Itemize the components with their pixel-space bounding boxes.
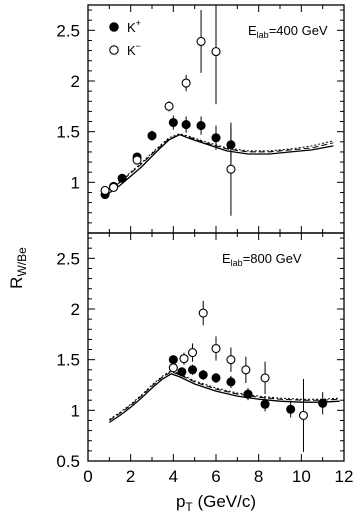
data-point-k-minus — [211, 343, 221, 354]
data-point-k-minus — [168, 363, 178, 373]
data-point-k-plus — [147, 131, 157, 141]
x-tick-label: 0 — [83, 467, 92, 486]
y-axis-title-sub: W/Be — [15, 247, 29, 277]
data-point-k-minus — [198, 308, 208, 318]
x-tick-label: 6 — [211, 467, 220, 486]
data-point-k-plus — [117, 173, 127, 183]
data-point-k-plus — [243, 389, 253, 399]
data-point-k-minus — [196, 36, 206, 47]
data-point-k-minus — [164, 101, 174, 111]
x-axis-title: pT (GeV/c) — [176, 492, 256, 514]
x-axis-title-sub: T — [185, 500, 193, 514]
data-point-k-minus — [181, 78, 191, 88]
annotation-rest: =800 GeV — [243, 251, 302, 266]
data-point-k-minus — [100, 185, 110, 195]
model-curve-dotted — [109, 370, 340, 420]
y-tick-label: 1 — [71, 173, 80, 192]
energy-annotation: Elab=400 GeV — [248, 23, 328, 40]
legend-label: K+ — [127, 18, 141, 35]
data-point-k-plus — [177, 367, 187, 377]
model-curve-solid — [102, 133, 334, 199]
data-point-k-minus — [109, 182, 119, 192]
energy-annotation: Elab=800 GeV — [222, 251, 302, 268]
legend-marker — [109, 22, 119, 32]
y-axis-title: RW/Be — [7, 247, 29, 289]
data-point-k-minus — [226, 164, 236, 174]
y-tick-label: 1.5 — [56, 123, 80, 142]
annotation-main: E — [248, 23, 257, 38]
annotation-rest: =400 GeV — [269, 23, 328, 38]
annotation-sub: lab — [257, 30, 269, 40]
x-tick-label: 10 — [292, 467, 311, 486]
data-point-k-plus — [168, 117, 178, 128]
data-point-k-plus — [318, 398, 328, 408]
data-point-k-plus — [260, 399, 270, 409]
legend-marker — [109, 45, 119, 55]
y-tick-label: 2 — [71, 72, 80, 91]
model-curve-dotted — [102, 133, 334, 195]
data-point-k-minus — [241, 365, 251, 375]
panel-top: 1 1.5 2 2.5 Elab=400 GeV K+ K− — [56, 4, 345, 234]
y-tick-label: 1 — [71, 401, 80, 420]
data-point-k-minus — [211, 47, 221, 57]
panel-bottom: 0 2 4 6 8 10 12 0.5 1 1.5 2 2.5 Elab=800 GeV — [56, 232, 354, 486]
x-tick-label: 12 — [335, 467, 354, 486]
y-tick-label: 0.5 — [56, 452, 80, 471]
data-point-k-minus — [298, 410, 309, 420]
data-point-k-minus — [226, 355, 236, 365]
data-point-k-plus — [226, 377, 236, 387]
legend-label: K− — [127, 41, 141, 58]
y-tick-label: 1.5 — [56, 351, 80, 370]
y-tick-label: 2.5 — [56, 21, 80, 40]
x-tick-label: 4 — [169, 467, 178, 486]
y-tick-label: 2.5 — [56, 249, 80, 268]
y-tick-label: 2 — [71, 300, 80, 319]
data-point-k-plus — [198, 370, 208, 380]
data-point-k-plus — [187, 365, 198, 375]
data-point-k-plus — [211, 373, 221, 383]
data-point-k-minus — [187, 348, 198, 358]
annotation-sub: lab — [231, 258, 243, 268]
model-curve-dashed — [102, 134, 334, 196]
x-tick-label: 8 — [254, 467, 263, 486]
data-point-k-minus — [260, 373, 270, 383]
annotation-main: E — [222, 251, 231, 266]
data-point-k-minus — [179, 354, 189, 364]
data-point-k-plus — [168, 355, 178, 365]
data-point-k-plus — [196, 121, 206, 131]
data-point-k-plus — [286, 404, 296, 414]
x-tick-label: 2 — [126, 467, 135, 486]
data-point-k-plus — [181, 120, 191, 130]
data-point-k-minus — [132, 155, 142, 165]
data-point-k-plus — [211, 133, 221, 143]
model-curve-dashed — [109, 371, 340, 421]
